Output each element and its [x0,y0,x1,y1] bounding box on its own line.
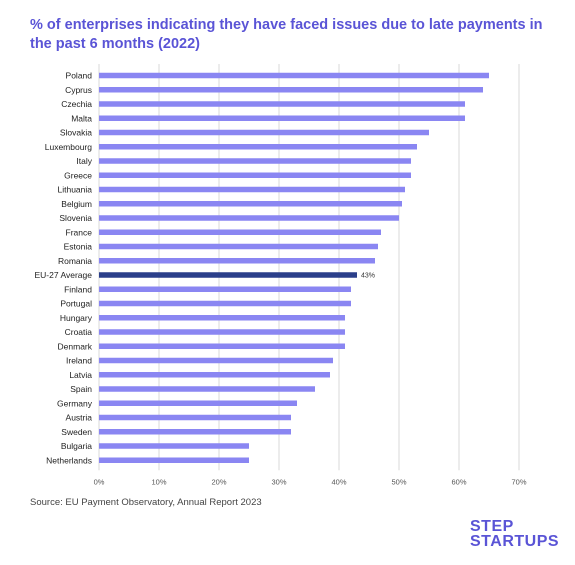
bar [99,343,345,349]
category-label: Croatia [65,327,93,337]
category-label: Spain [70,384,92,394]
category-label: Latvia [69,370,92,380]
category-label: Greece [64,170,92,180]
category-label: Belgium [61,199,92,209]
category-label: Ireland [66,356,92,366]
bar [99,172,411,178]
category-label: Germany [57,398,93,408]
bar [99,144,417,150]
logo-line-1: STEP [470,518,514,535]
bar [99,357,333,364]
category-label: Hungary [60,313,93,323]
category-label: Cyprus [65,85,92,95]
category-label: Sweden [61,427,92,437]
x-tick-label: 0% [94,477,105,486]
category-label: Finland [64,284,92,294]
category-label: Slovenia [59,213,92,223]
x-tick-label: 70% [511,477,526,486]
bar [99,215,399,221]
category-label: EU-27 Average [35,270,93,280]
bar [99,286,351,292]
bar [99,457,249,463]
bar-chart: Poland Cyprus Czechia Malta Slovakia Luxembou… [35,64,527,486]
category-label: Estonia [64,242,93,252]
category-label: France [66,227,93,237]
bar [99,272,357,278]
bar [99,315,345,321]
bar [99,386,315,392]
source-note: Source: EU Payment Observatory, Annual R… [30,497,262,508]
logo-line-2: STARTUPS [470,533,560,550]
category-labels: Poland Cyprus Czechia Malta Slovakia Luxembou… [35,71,93,466]
bar [99,258,375,264]
category-label: Poland [66,71,93,81]
x-tick-label: 20% [211,477,226,486]
bar [99,115,465,121]
category-label: Lithuania [57,185,92,195]
bar [99,414,291,421]
bar [99,243,378,250]
x-tick-label: 10% [151,477,166,486]
bars [99,72,489,463]
category-label: Denmark [58,341,93,351]
chart-title: % of enterprises indicating they have fa… [30,17,543,52]
bar [99,201,402,207]
category-label: Romania [58,256,92,266]
bar [99,87,483,93]
category-label: Bulgaria [61,441,92,451]
x-tick-label: 50% [391,477,406,486]
category-label: Italy [76,156,92,166]
bar [99,101,465,107]
bar [99,372,330,378]
bar [99,229,381,235]
category-label: Malta [71,113,92,123]
x-tick-labels: 0% 10% 20% 30% 40% 50% 60% 70% [94,477,527,486]
category-label: Luxembourg [45,142,93,152]
bar [99,300,351,307]
x-tick-label: 40% [331,477,346,486]
bar [99,329,345,335]
category-label: Slovakia [60,128,92,138]
gridlines [98,64,520,471]
bar [99,129,429,136]
bar [99,400,297,406]
data-label: 43% [361,273,375,280]
category-label: Austria [66,413,93,423]
x-tick-label: 30% [271,477,286,486]
category-label: Czechia [61,99,92,109]
x-tick-label: 60% [451,477,466,486]
bar [99,443,249,449]
bar [99,429,291,435]
bar [99,158,411,164]
category-label: Portugal [60,299,92,309]
bar [99,186,405,193]
step-startups-logo: STEP STARTUPS [470,518,560,550]
bar [99,72,489,79]
data-labels: 43% [361,273,375,280]
category-label: Netherlands [46,455,92,465]
